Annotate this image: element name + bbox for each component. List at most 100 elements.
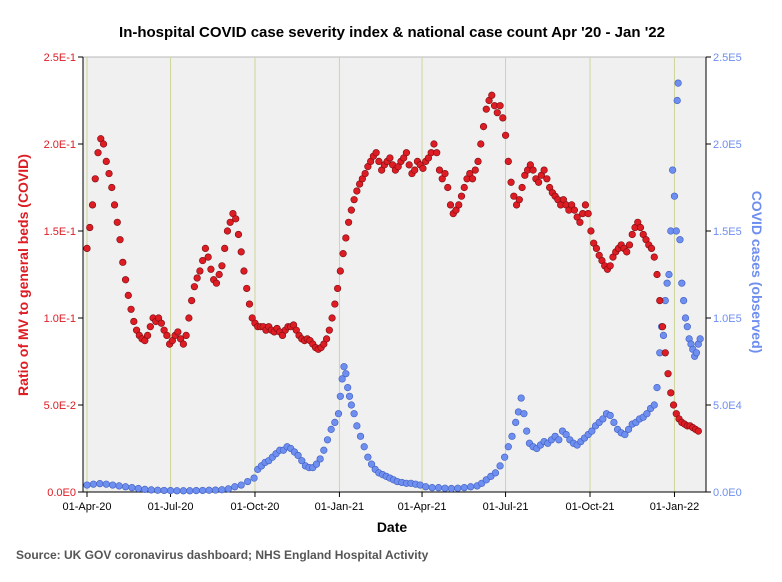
mv-ratio-point bbox=[232, 215, 240, 223]
right-axis-ticks: 0.0E0 5.0E4 1.0E5 1.5E5 2.0E5 2.5E5 bbox=[706, 52, 742, 499]
mv-ratio-point bbox=[237, 248, 245, 256]
covid-cases-point bbox=[211, 486, 220, 494]
covid-cases-point bbox=[367, 460, 376, 468]
left-tick-label: 1.0E-1 bbox=[44, 313, 76, 325]
mv-ratio-point bbox=[444, 183, 452, 192]
covid-cases-point bbox=[134, 484, 143, 493]
chart-title: In-hospital COVID case severity index & … bbox=[119, 24, 665, 41]
right-tick-label: 0.0E0 bbox=[713, 487, 742, 499]
mv-ratio-point bbox=[446, 201, 455, 209]
mv-ratio-point bbox=[130, 317, 138, 326]
covid-cases-point bbox=[467, 483, 475, 491]
mv-ratio-point bbox=[496, 102, 504, 110]
right-tick-label: 5.0E4 bbox=[713, 400, 742, 412]
mv-ratio-point bbox=[386, 154, 394, 162]
covid-cases-point bbox=[192, 487, 200, 495]
mv-ratio-point bbox=[477, 140, 485, 148]
mv-ratio-point bbox=[116, 236, 124, 244]
mv-ratio-point bbox=[540, 166, 548, 174]
x-axis-ticks: 01-Apr-20 01-Jul-20 01-Oct-20 01-Jan-21 01-A… bbox=[63, 492, 699, 513]
covid-cases-point bbox=[89, 480, 98, 488]
series-covid-cases bbox=[83, 79, 704, 495]
mv-ratio-point bbox=[110, 201, 119, 209]
plot-area bbox=[82, 56, 707, 493]
covid-cases-point bbox=[173, 487, 181, 495]
mv-ratio-point bbox=[196, 267, 204, 275]
covid-cases-point bbox=[517, 394, 525, 402]
covid-cases-point bbox=[676, 236, 684, 244]
mv-ratio-point bbox=[658, 323, 667, 331]
covid-cases-point bbox=[340, 363, 348, 371]
covid-cases-point bbox=[599, 415, 607, 423]
covid-cases-point bbox=[218, 486, 226, 494]
mv-ratio-point bbox=[435, 166, 444, 174]
covid-cases-point bbox=[96, 480, 104, 488]
covid-cases-point bbox=[523, 427, 531, 435]
mv-ratio-point bbox=[576, 218, 584, 226]
mv-ratio-point bbox=[471, 166, 479, 174]
mv-ratio-point bbox=[199, 256, 207, 265]
mv-ratio-point bbox=[661, 349, 669, 357]
mv-ratio-point bbox=[504, 157, 512, 165]
covid-cases-point bbox=[244, 477, 252, 486]
covid-cases-point bbox=[621, 430, 629, 439]
mv-ratio-point bbox=[628, 230, 636, 239]
mv-ratio-point bbox=[207, 265, 215, 273]
x-tick-label: 01-Jul-20 bbox=[148, 501, 194, 513]
right-tick-label: 1.0E5 bbox=[713, 313, 742, 325]
mv-ratio-point bbox=[518, 183, 526, 192]
mv-ratio-point bbox=[185, 314, 193, 322]
covid-cases-point bbox=[186, 487, 194, 495]
mv-ratio-point bbox=[441, 169, 449, 178]
right-tick-label: 2.5E5 bbox=[713, 52, 742, 64]
mv-ratio-point bbox=[667, 389, 675, 397]
covid-cases-point bbox=[454, 484, 462, 492]
mv-ratio-point bbox=[336, 267, 344, 275]
mv-ratio-point bbox=[515, 196, 523, 204]
covid-cases-point bbox=[678, 279, 686, 287]
covid-cases-point bbox=[294, 451, 302, 460]
mv-ratio-point bbox=[212, 279, 221, 287]
covid-cases-point bbox=[670, 192, 679, 200]
mv-ratio-point bbox=[221, 244, 229, 252]
mv-ratio-point bbox=[188, 297, 196, 305]
covid-cases-point bbox=[692, 349, 701, 357]
covid-cases-point bbox=[345, 392, 354, 400]
mv-ratio-point bbox=[325, 326, 333, 334]
covid-cases-point bbox=[610, 418, 618, 427]
right-tick-label: 1.5E5 bbox=[713, 226, 742, 238]
x-tick-label: 01-Apr-21 bbox=[398, 501, 447, 513]
mv-ratio-point bbox=[535, 178, 543, 186]
mv-ratio-point bbox=[179, 340, 187, 348]
mv-ratio-point bbox=[529, 166, 537, 174]
mv-ratio-point bbox=[457, 192, 466, 200]
mv-ratio-point bbox=[88, 201, 97, 209]
mv-ratio-point bbox=[543, 175, 551, 183]
left-tick-label: 1.5E-1 bbox=[44, 226, 76, 238]
covid-cases-point bbox=[312, 460, 321, 468]
mv-ratio-point bbox=[592, 244, 601, 252]
mv-ratio-point bbox=[193, 274, 201, 282]
covid-cases-point bbox=[650, 401, 658, 409]
mv-ratio-point bbox=[94, 149, 102, 157]
covid-cases-point bbox=[672, 227, 680, 235]
covid-cases-point bbox=[231, 483, 239, 491]
covid-cases-point bbox=[334, 410, 343, 418]
mv-ratio-point bbox=[625, 241, 634, 249]
covid-cases-point bbox=[683, 323, 691, 331]
covid-cases-point bbox=[350, 410, 358, 418]
mv-ratio-point bbox=[108, 183, 116, 192]
covid-cases-point bbox=[659, 331, 668, 340]
left-tick-label: 2.5E-1 bbox=[44, 52, 76, 64]
x-tick-label: 01-Jul-21 bbox=[483, 501, 529, 513]
covid-cases-point bbox=[121, 483, 130, 491]
covid-cases-point bbox=[336, 392, 344, 400]
mv-ratio-point bbox=[201, 244, 210, 252]
covid-cases-point bbox=[141, 485, 149, 493]
covid-cases-point bbox=[588, 427, 596, 435]
covid-cases-point bbox=[250, 474, 258, 482]
mv-ratio-point bbox=[328, 314, 336, 322]
covid-cases-point bbox=[109, 481, 117, 489]
mv-ratio-point bbox=[656, 297, 664, 305]
mv-ratio-point bbox=[245, 300, 254, 308]
